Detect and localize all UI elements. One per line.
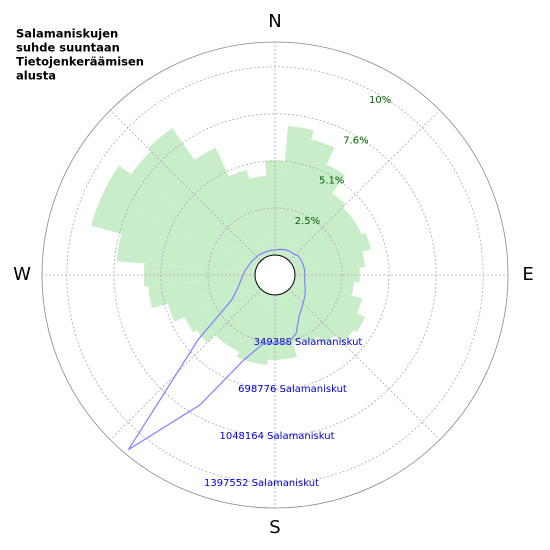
bar bbox=[294, 251, 366, 274]
grid-circle bbox=[160, 160, 390, 390]
bar bbox=[226, 291, 267, 352]
bar bbox=[289, 207, 354, 264]
direction-label: E bbox=[522, 264, 533, 285]
radial-grid-line bbox=[288, 109, 441, 262]
bar bbox=[143, 263, 256, 287]
center-hole bbox=[254, 254, 296, 296]
bar bbox=[289, 286, 354, 343]
bar bbox=[184, 283, 259, 333]
r2-tick-label: 349388 Salamaniskut bbox=[254, 337, 363, 348]
bar bbox=[148, 276, 256, 308]
bar bbox=[215, 289, 264, 345]
bar bbox=[283, 291, 319, 344]
grid: 2.5% 5.1% 7.6% 10% 349388 Salamaniskut 698776… bbox=[13, 11, 534, 538]
bars bbox=[91, 125, 372, 366]
r2-tick-label: 1048164 Salamaniskut bbox=[219, 431, 334, 442]
radial-grid-line bbox=[109, 288, 262, 441]
bar bbox=[291, 283, 366, 333]
r2-tick-label: 1397552 Salamaniskut bbox=[204, 478, 319, 489]
bar bbox=[168, 280, 257, 322]
bar bbox=[194, 147, 267, 259]
bar bbox=[280, 139, 335, 257]
direction-label: W bbox=[13, 264, 31, 285]
bar bbox=[91, 194, 257, 270]
r-tick-label: 5.1% bbox=[319, 176, 344, 187]
r-tick-label: 2.5% bbox=[295, 216, 320, 227]
r2-tick-label: 698776 Salamaniskut bbox=[238, 384, 347, 395]
bar bbox=[148, 128, 264, 261]
bar bbox=[293, 232, 372, 270]
title-line: suhde suuntaan bbox=[16, 41, 120, 55]
bar bbox=[280, 293, 305, 343]
bar bbox=[286, 193, 346, 261]
foreground bbox=[127, 248, 306, 451]
title-line: Tietojenkeräämisen bbox=[16, 55, 144, 69]
bar bbox=[251, 294, 274, 366]
bar bbox=[196, 286, 261, 343]
count-line bbox=[127, 248, 306, 451]
bar bbox=[283, 164, 345, 259]
r-tick-label: 7.6% bbox=[343, 135, 368, 146]
bar bbox=[116, 233, 256, 274]
bar bbox=[131, 150, 261, 264]
radial-grid-line bbox=[288, 288, 441, 441]
bar bbox=[265, 160, 285, 256]
bar bbox=[286, 289, 335, 345]
bar bbox=[102, 165, 259, 267]
bar bbox=[276, 125, 314, 256]
direction-label: S bbox=[269, 517, 280, 538]
radial-grid-line bbox=[109, 109, 262, 262]
r-tick-label: 10% bbox=[369, 95, 391, 106]
bar bbox=[249, 175, 274, 256]
title-line: alusta bbox=[16, 69, 56, 83]
title-line: Salamaniskujen bbox=[16, 27, 118, 41]
direction-label: N bbox=[268, 11, 281, 32]
bar bbox=[293, 280, 363, 314]
bar bbox=[236, 293, 270, 363]
bar bbox=[294, 276, 354, 296]
bar bbox=[291, 219, 362, 267]
